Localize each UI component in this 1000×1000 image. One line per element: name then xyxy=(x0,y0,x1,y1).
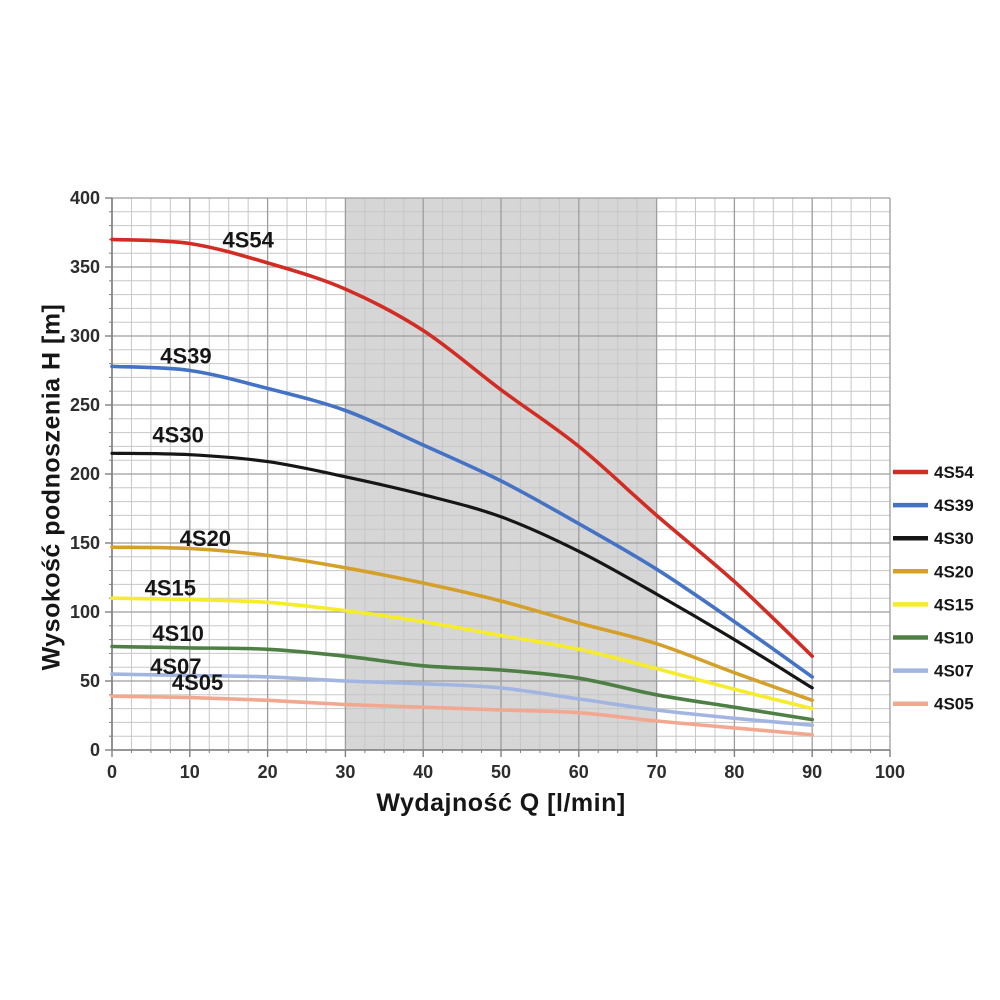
x-tick-label: 90 xyxy=(802,762,822,782)
curve-4S10 xyxy=(110,644,814,722)
y-tick-label: 400 xyxy=(70,188,100,208)
x-tick-label: 60 xyxy=(569,762,589,782)
curve-4S20 xyxy=(110,545,814,703)
legend-label-4S05: 4S05 xyxy=(934,695,974,714)
y-tick-label: 100 xyxy=(70,602,100,622)
legend-item-4S07: 4S07 xyxy=(893,662,974,681)
y-tick-label: 50 xyxy=(80,671,100,691)
legend-item-4S30: 4S30 xyxy=(893,529,974,548)
y-tick-label: 250 xyxy=(70,395,100,415)
legend-item-4S39: 4S39 xyxy=(893,496,974,515)
curve-label-4S39: 4S39 xyxy=(160,344,211,369)
curve-4S39 xyxy=(110,364,814,679)
curve-label-4S54: 4S54 xyxy=(222,228,274,253)
legend-item-4S15: 4S15 xyxy=(893,595,974,614)
x-tick-label: 20 xyxy=(258,762,278,782)
legend-label-4S20: 4S20 xyxy=(934,562,974,581)
legend-label-4S54: 4S54 xyxy=(934,463,974,482)
y-tick-label: 300 xyxy=(70,326,100,346)
curve-4S30 xyxy=(110,451,814,690)
legend-label-4S30: 4S30 xyxy=(934,529,974,548)
curve-label-4S10: 4S10 xyxy=(152,621,203,646)
curve-4S54 xyxy=(110,237,814,658)
x-tick-label: 70 xyxy=(647,762,667,782)
x-tick-label: 30 xyxy=(335,762,355,782)
y-tick-label: 200 xyxy=(70,464,100,484)
legend-label-4S07: 4S07 xyxy=(934,662,974,681)
curve-label-4S20: 4S20 xyxy=(180,526,231,551)
legend-item-4S10: 4S10 xyxy=(893,629,974,648)
curve-label-4S30: 4S30 xyxy=(152,422,203,447)
legend-item-4S20: 4S20 xyxy=(893,562,974,581)
legend-item-4S54: 4S54 xyxy=(893,463,974,482)
x-tick-label: 0 xyxy=(107,762,117,782)
curve-label-4S07: 4S07 xyxy=(150,654,201,679)
legend-item-4S05: 4S05 xyxy=(893,695,974,714)
x-axis-title: Wydajność Q [l/min] xyxy=(376,789,626,817)
legend-label-4S15: 4S15 xyxy=(934,595,974,614)
x-tick-label: 50 xyxy=(491,762,511,782)
curve-4S07 xyxy=(110,672,814,727)
y-tick-label: 350 xyxy=(70,257,100,277)
y-axis-title: Wysokość podnoszenia H [m] xyxy=(37,303,66,671)
curve-label-4S15: 4S15 xyxy=(145,575,196,600)
y-tick-label: 0 xyxy=(90,740,100,760)
curve-label-4S05: 4S05 xyxy=(172,670,223,695)
y-tick-label: 150 xyxy=(70,533,100,553)
legend-label-4S10: 4S10 xyxy=(934,629,974,648)
x-tick-label: 10 xyxy=(180,762,200,782)
x-tick-label: 80 xyxy=(724,762,744,782)
curve-4S05 xyxy=(110,694,814,737)
x-tick-label: 100 xyxy=(875,762,905,782)
x-tick-label: 40 xyxy=(413,762,433,782)
curve-4S15 xyxy=(110,596,814,711)
legend-label-4S39: 4S39 xyxy=(934,496,974,515)
